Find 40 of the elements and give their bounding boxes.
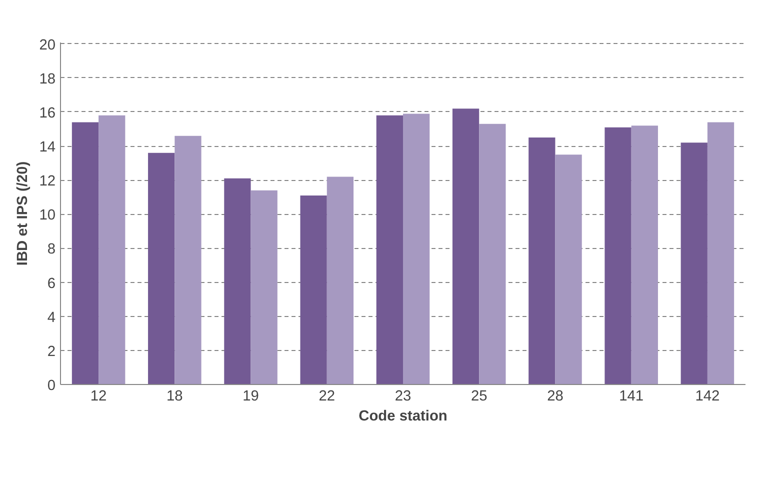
x-tick-label: 142 [695, 388, 720, 404]
y-tick-label: 16 [39, 105, 56, 122]
y-tick-label: 6 [47, 276, 56, 292]
bar [604, 127, 632, 384]
bar [479, 124, 506, 384]
bar [631, 126, 658, 384]
y-axis-title: IBD et IPS (/20) [15, 161, 32, 266]
bar [174, 136, 202, 384]
bar [300, 195, 327, 384]
x-axis-title: Code station [358, 408, 448, 424]
x-tick-label: 141 [619, 388, 644, 404]
bar [680, 142, 708, 384]
x-tick-label: 18 [166, 388, 183, 404]
y-tick-label: 18 [39, 71, 56, 88]
x-tick-label: 22 [318, 388, 336, 404]
bar [528, 138, 556, 384]
y-tick-label: 20 [39, 37, 56, 54]
x-tick-label: 19 [242, 388, 259, 404]
x-tick-label: 23 [394, 388, 412, 404]
bar [555, 154, 582, 384]
bar [250, 190, 278, 384]
x-tick-label: 12 [90, 388, 107, 404]
y-tick-label: 0 [47, 378, 56, 394]
bar [403, 114, 430, 384]
y-tick-label: 4 [47, 310, 56, 326]
y-tick-label: 2 [47, 344, 56, 360]
y-tick-label: 14 [39, 140, 56, 156]
y-tick-label: 12 [39, 174, 56, 190]
x-tick-label: 25 [470, 388, 488, 404]
x-tick-label: 28 [547, 388, 564, 404]
bar [452, 108, 480, 384]
bar [376, 115, 403, 384]
y-tick-label: 8 [47, 242, 56, 258]
bar [148, 152, 175, 384]
bar [326, 176, 354, 384]
bar [72, 122, 99, 384]
bar [707, 122, 734, 384]
bar [98, 115, 126, 384]
y-tick-label: 10 [39, 208, 56, 224]
bar [224, 178, 251, 384]
